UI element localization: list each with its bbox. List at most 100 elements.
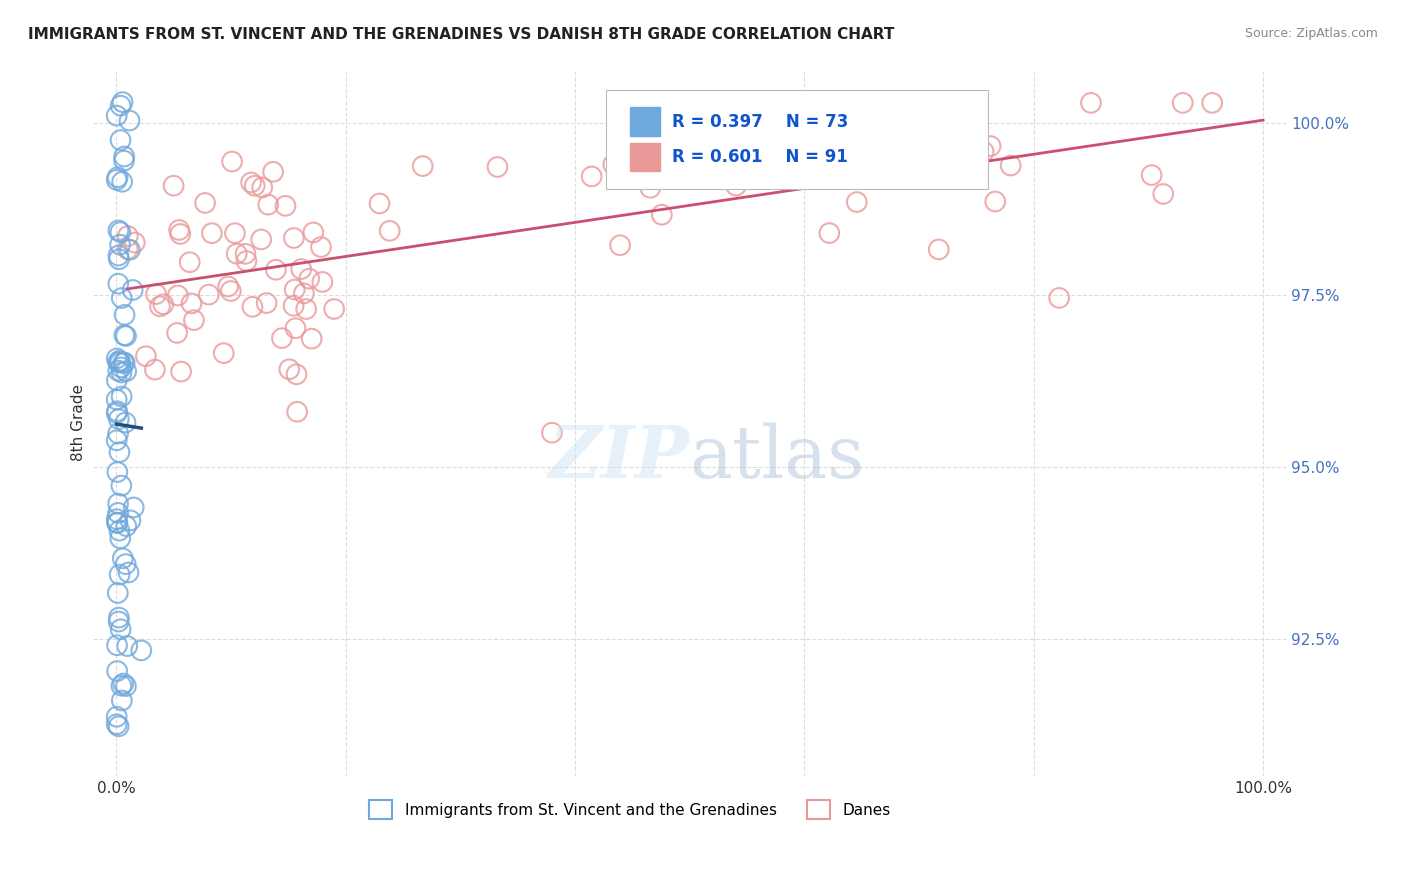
Point [242,300,264,314]
Point [368,196,391,211]
Point [323,301,346,316]
Point [609,238,631,252]
Point [114,355,136,369]
Point [284,321,307,335]
Point [928,243,950,257]
Point [111,175,134,189]
Point [112,153,135,168]
Point [124,235,146,250]
Point [105,465,128,479]
Point [794,95,817,110]
Point [107,223,129,237]
Point [143,362,166,376]
Point [118,243,141,257]
Point [806,144,828,158]
Point [105,516,128,530]
Bar [630,143,659,171]
Point [105,406,128,420]
Point [221,154,243,169]
Point [105,351,128,366]
Point [541,425,564,440]
Point [149,299,172,313]
Bar [630,107,659,136]
Point [115,364,138,378]
Point [108,567,131,582]
Point [283,299,305,313]
Point [250,180,273,194]
Point [250,232,273,246]
Point [110,679,132,693]
Point [121,283,143,297]
Point [212,346,235,360]
Point [115,519,138,533]
Point [1152,186,1174,201]
Point [120,513,142,527]
Point [110,478,132,492]
Point [285,368,308,382]
Point [180,296,202,310]
Point [240,176,263,190]
Point [378,224,401,238]
Point [914,164,936,178]
Point [107,615,129,629]
Point [943,125,966,139]
Point [262,165,284,179]
Point [117,566,139,580]
Point [110,355,132,369]
Text: ZIP: ZIP [548,422,689,493]
Point [107,719,129,733]
Point [112,328,135,343]
Point [111,291,134,305]
Point [107,355,129,369]
FancyBboxPatch shape [606,90,988,189]
Point [107,170,129,185]
Point [980,139,1002,153]
Point [235,247,257,261]
Point [107,506,129,520]
Point [219,284,242,298]
Point [891,102,914,116]
Point [274,199,297,213]
Point [183,313,205,327]
Point [1080,95,1102,110]
Point [112,676,135,690]
Point [284,283,307,297]
Point [135,349,157,363]
Point [581,169,603,184]
Point [105,717,128,731]
Point [145,287,167,301]
Point [984,194,1007,209]
Point [105,392,128,407]
Point [877,166,900,180]
Point [298,271,321,285]
Point [197,287,219,301]
Text: Source: ZipAtlas.com: Source: ZipAtlas.com [1244,27,1378,40]
Point [105,512,128,526]
Point [108,354,131,368]
Point [131,643,153,657]
Point [225,246,247,260]
Point [1047,291,1070,305]
Legend: Immigrants from St. Vincent and the Grenadines, Danes: Immigrants from St. Vincent and the Gren… [363,794,897,825]
Point [256,296,278,310]
Point [111,95,134,109]
Point [640,181,662,195]
Point [117,229,139,244]
Y-axis label: 8th Grade: 8th Grade [72,384,86,461]
Point [110,225,132,239]
Point [107,412,129,426]
Point [939,137,962,152]
Point [486,160,509,174]
Point [118,113,141,128]
Point [105,710,128,724]
Point [108,237,131,252]
Point [965,136,987,150]
Point [105,664,128,678]
Point [117,639,139,653]
Point [235,254,257,268]
Point [105,109,128,123]
Point [278,362,301,376]
Point [108,610,131,624]
Point [107,249,129,263]
Point [818,226,841,240]
